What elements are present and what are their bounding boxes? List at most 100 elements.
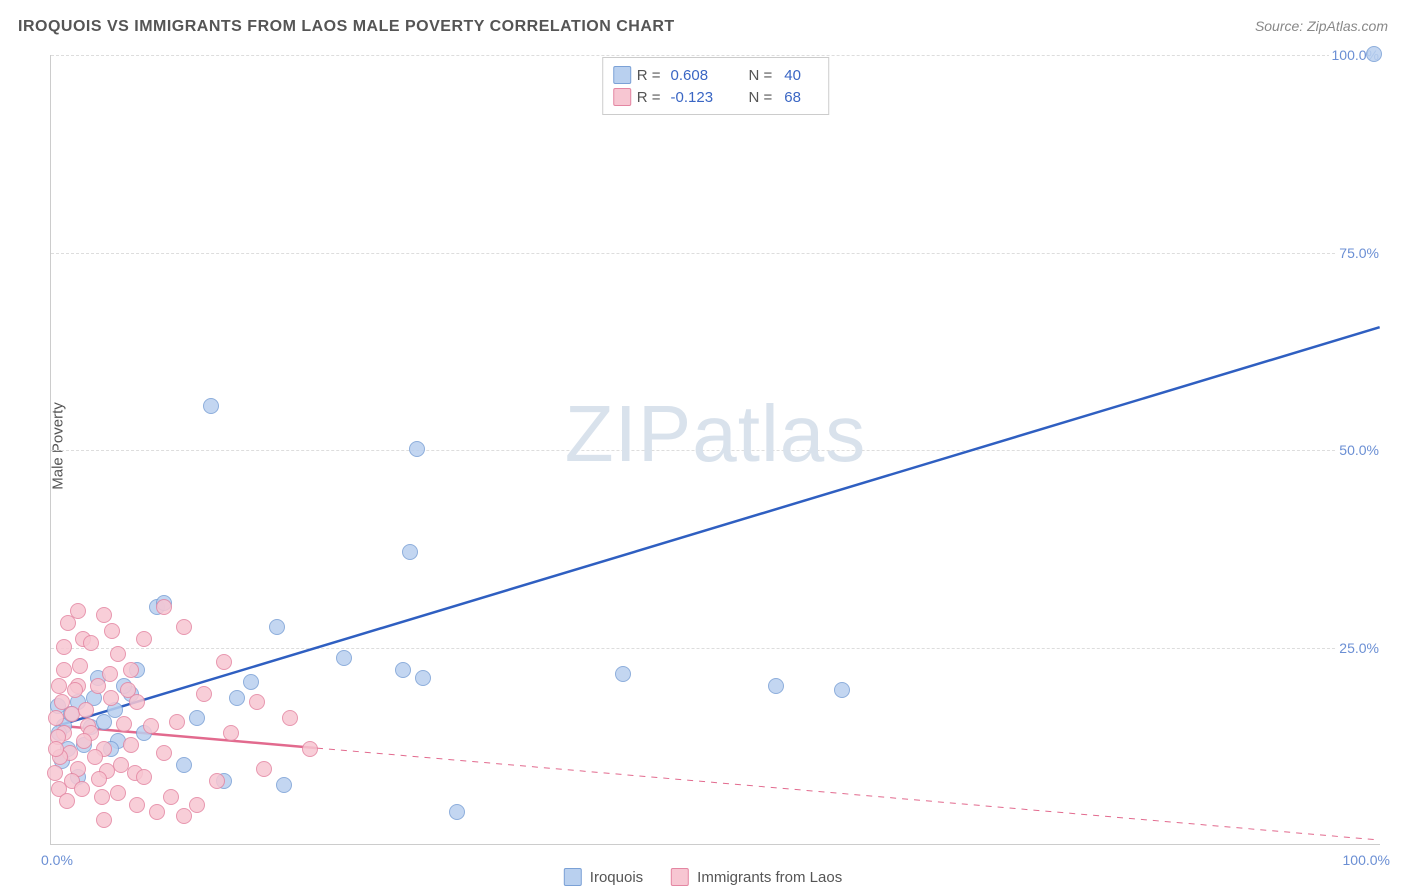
scatter-point bbox=[83, 635, 99, 651]
scatter-point bbox=[402, 544, 418, 560]
scatter-point bbox=[96, 714, 112, 730]
legend-row: R = 0.608 N = 40 bbox=[613, 64, 815, 86]
legend-swatch bbox=[613, 66, 631, 84]
scatter-point bbox=[276, 777, 292, 793]
scatter-point bbox=[269, 619, 285, 635]
scatter-point bbox=[76, 733, 92, 749]
scatter-point bbox=[78, 702, 94, 718]
scatter-point bbox=[615, 666, 631, 682]
scatter-point bbox=[103, 690, 119, 706]
legend-r-label: R = bbox=[637, 89, 661, 106]
scatter-point bbox=[336, 650, 352, 666]
legend-r-value: 0.608 bbox=[671, 67, 731, 84]
series-legend-item: Immigrants from Laos bbox=[671, 868, 842, 886]
scatter-point bbox=[256, 761, 272, 777]
grid-line bbox=[51, 253, 1380, 254]
grid-line bbox=[51, 450, 1380, 451]
y-tick-label: 75.0% bbox=[1336, 245, 1382, 261]
scatter-point bbox=[104, 623, 120, 639]
scatter-point bbox=[415, 670, 431, 686]
source-label: Source: ZipAtlas.com bbox=[1255, 18, 1388, 34]
scatter-point bbox=[834, 682, 850, 698]
scatter-point bbox=[60, 615, 76, 631]
series-legend-item: Iroquois bbox=[564, 868, 643, 886]
scatter-point bbox=[143, 718, 159, 734]
scatter-point bbox=[169, 714, 185, 730]
series-legend-label: Immigrants from Laos bbox=[697, 869, 842, 886]
legend-swatch bbox=[564, 868, 582, 886]
scatter-point bbox=[243, 674, 259, 690]
watermark-zip: ZIP bbox=[565, 389, 692, 478]
scatter-point bbox=[223, 725, 239, 741]
scatter-point bbox=[48, 741, 64, 757]
scatter-point bbox=[216, 654, 232, 670]
scatter-point bbox=[449, 804, 465, 820]
scatter-plot-area: ZIPatlas R = 0.608 N = 40 R = -0.123 N = 68… bbox=[50, 55, 1380, 845]
y-tick-label: 50.0% bbox=[1336, 442, 1382, 458]
scatter-point bbox=[136, 769, 152, 785]
scatter-point bbox=[67, 682, 83, 698]
legend-n-label: N = bbox=[749, 89, 773, 106]
watermark-atlas: atlas bbox=[692, 389, 866, 478]
regression-line-extrapolated bbox=[317, 748, 1380, 840]
chart-header: IROQUOIS VS IMMIGRANTS FROM LAOS MALE PO… bbox=[18, 18, 1388, 36]
y-tick-label: 25.0% bbox=[1336, 640, 1382, 656]
scatter-point bbox=[96, 607, 112, 623]
scatter-point bbox=[156, 599, 172, 615]
scatter-point bbox=[1366, 46, 1382, 62]
scatter-point bbox=[47, 765, 63, 781]
scatter-point bbox=[136, 631, 152, 647]
series-legend: Iroquois Immigrants from Laos bbox=[564, 868, 842, 886]
x-tick-min: 0.0% bbox=[41, 852, 73, 868]
scatter-point bbox=[176, 619, 192, 635]
scatter-point bbox=[102, 666, 118, 682]
scatter-point bbox=[90, 678, 106, 694]
scatter-point bbox=[196, 686, 212, 702]
scatter-point bbox=[409, 441, 425, 457]
scatter-point bbox=[123, 662, 139, 678]
scatter-point bbox=[56, 639, 72, 655]
grid-line bbox=[51, 648, 1380, 649]
legend-n-value: 68 bbox=[784, 89, 814, 106]
correlation-legend: R = 0.608 N = 40 R = -0.123 N = 68 bbox=[602, 57, 830, 115]
scatter-point bbox=[282, 710, 298, 726]
legend-n-label: N = bbox=[749, 67, 773, 84]
series-legend-label: Iroquois bbox=[590, 869, 643, 886]
scatter-point bbox=[129, 797, 145, 813]
scatter-point bbox=[203, 398, 219, 414]
scatter-point bbox=[48, 710, 64, 726]
legend-swatch bbox=[613, 88, 631, 106]
scatter-point bbox=[72, 658, 88, 674]
scatter-point bbox=[91, 771, 107, 787]
watermark: ZIPatlas bbox=[565, 388, 866, 480]
scatter-point bbox=[302, 741, 318, 757]
scatter-point bbox=[189, 710, 205, 726]
scatter-point bbox=[156, 745, 172, 761]
scatter-point bbox=[59, 793, 75, 809]
scatter-point bbox=[110, 646, 126, 662]
scatter-point bbox=[189, 797, 205, 813]
scatter-point bbox=[149, 804, 165, 820]
scatter-point bbox=[163, 789, 179, 805]
legend-r-label: R = bbox=[637, 67, 661, 84]
scatter-point bbox=[176, 757, 192, 773]
scatter-point bbox=[87, 749, 103, 765]
scatter-point bbox=[74, 781, 90, 797]
legend-row: R = -0.123 N = 68 bbox=[613, 86, 815, 108]
scatter-point bbox=[395, 662, 411, 678]
legend-swatch bbox=[671, 868, 689, 886]
scatter-point bbox=[229, 690, 245, 706]
scatter-point bbox=[116, 716, 132, 732]
scatter-point bbox=[120, 682, 136, 698]
scatter-point bbox=[56, 662, 72, 678]
legend-n-value: 40 bbox=[784, 67, 814, 84]
scatter-point bbox=[176, 808, 192, 824]
scatter-point bbox=[123, 737, 139, 753]
regression-line bbox=[58, 327, 1380, 725]
scatter-point bbox=[94, 789, 110, 805]
scatter-point bbox=[249, 694, 265, 710]
scatter-point bbox=[96, 812, 112, 828]
legend-r-value: -0.123 bbox=[671, 89, 731, 106]
scatter-point bbox=[209, 773, 225, 789]
grid-line bbox=[51, 55, 1380, 56]
